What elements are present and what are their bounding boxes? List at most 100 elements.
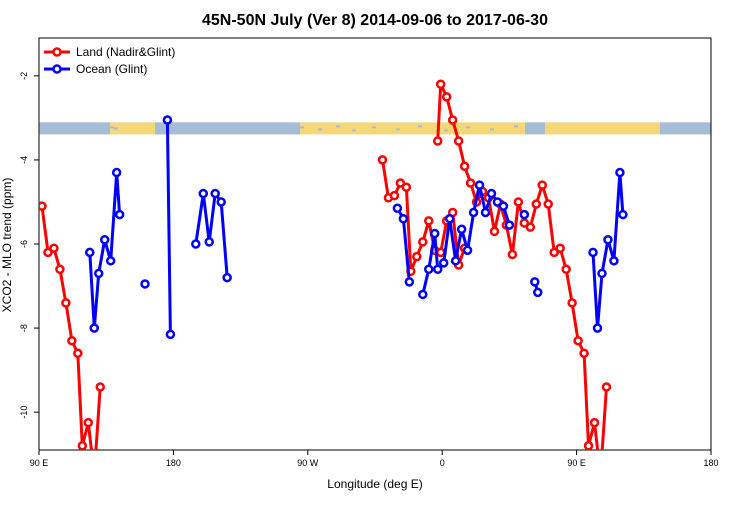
- data-point: [513, 197, 524, 207]
- data-point: [609, 256, 619, 266]
- data-point: [533, 287, 543, 298]
- data-point: [198, 188, 209, 199]
- series-line: [436, 82, 608, 450]
- data-point: [418, 289, 428, 300]
- map-strip-ocean: [396, 128, 400, 131]
- data-point: [456, 224, 467, 235]
- series-land: [39, 79, 612, 479]
- y-tick-label: -10: [19, 406, 29, 419]
- legend-marker: [52, 64, 62, 74]
- data-point: [73, 348, 83, 359]
- data-point: [95, 382, 105, 392]
- map-strip-ocean: [155, 122, 300, 135]
- data-point: [67, 335, 77, 346]
- data-point: [486, 188, 497, 199]
- data-point: [432, 264, 443, 274]
- data-point: [480, 207, 491, 218]
- data-point: [89, 323, 100, 333]
- data-point: [453, 136, 464, 146]
- data-point: [561, 264, 571, 274]
- data-point: [531, 199, 542, 209]
- data-point: [468, 207, 479, 218]
- y-tick-label: -4: [19, 156, 29, 164]
- data-point: [555, 243, 565, 253]
- map-strip-ocean: [336, 125, 340, 128]
- data-point: [222, 272, 232, 283]
- data-point: [549, 247, 559, 258]
- data-point: [412, 251, 422, 262]
- data-point: [597, 472, 604, 479]
- data-point: [424, 216, 434, 226]
- data-point: [592, 323, 603, 333]
- data-point: [498, 201, 509, 211]
- map-strip-ocean: [525, 122, 545, 135]
- map-strip-ocean: [536, 127, 540, 130]
- map-strip-ocean: [418, 125, 422, 128]
- data-point: [519, 218, 530, 228]
- data-point: [49, 243, 59, 253]
- data-point: [530, 277, 540, 287]
- data-point: [55, 264, 65, 274]
- data-point: [601, 382, 612, 392]
- legend: Land (Nadir&Glint) Ocean (Glint): [44, 45, 175, 76]
- series-ocean: [85, 115, 628, 340]
- chart-title: 45N-50N July (Ver 8) 2014-09-06 to 2017-…: [202, 12, 548, 29]
- data-point: [441, 92, 452, 102]
- data-point: [165, 329, 176, 340]
- data-point: [447, 115, 458, 125]
- data-point: [191, 239, 201, 249]
- data-point: [105, 256, 116, 266]
- series-line: [194, 192, 229, 278]
- x-tick-label: 90 W: [297, 458, 319, 468]
- x-tick-label: 0: [440, 458, 445, 468]
- data-point: [444, 214, 455, 224]
- data-point: [507, 249, 518, 260]
- data-point: [537, 180, 548, 190]
- map-strip-ocean: [514, 125, 518, 128]
- data-point: [61, 298, 71, 308]
- x-tick-label: 90 E: [567, 458, 586, 468]
- x-tick-label: 180: [166, 458, 181, 468]
- data-point: [111, 167, 122, 178]
- data-point: [603, 235, 613, 245]
- data-point: [504, 220, 515, 230]
- map-strip-ocean: [352, 129, 356, 132]
- data-point: [462, 245, 473, 256]
- data-point: [489, 226, 500, 237]
- data-point: [39, 201, 47, 211]
- data-point: [99, 235, 110, 245]
- data-point: [583, 441, 594, 450]
- map-strip: [39, 122, 711, 135]
- data-point: [615, 167, 625, 178]
- map-strip-ocean: [372, 126, 376, 129]
- data-point: [429, 228, 440, 239]
- data-point: [85, 247, 95, 258]
- data-point: [525, 222, 536, 232]
- series-line: [165, 119, 172, 335]
- map-strip-ocean: [114, 127, 118, 130]
- y-tick-label: -2: [19, 72, 29, 80]
- data-point: [377, 155, 388, 165]
- data-point: [567, 298, 577, 308]
- data-point: [424, 264, 434, 274]
- series-layer: [39, 79, 628, 479]
- axes: 90 E 180 90 W 0 90 E 180 -2 -4 -6 -8 -10: [19, 37, 719, 468]
- data-point: [395, 178, 406, 188]
- map-strip-ocean: [110, 126, 114, 129]
- data-point: [459, 161, 470, 171]
- data-point: [432, 136, 443, 146]
- data-point: [162, 115, 173, 125]
- data-point: [579, 348, 589, 359]
- data-point: [210, 188, 220, 199]
- data-point: [597, 268, 607, 279]
- data-point: [401, 182, 412, 192]
- data-point: [543, 199, 553, 209]
- map-strip-ocean: [40, 122, 110, 135]
- data-point: [588, 247, 598, 258]
- data-point: [83, 417, 94, 428]
- y-tick-label: -6: [19, 240, 29, 248]
- data-point: [435, 247, 446, 258]
- data-point: [474, 180, 485, 190]
- data-point: [589, 417, 600, 428]
